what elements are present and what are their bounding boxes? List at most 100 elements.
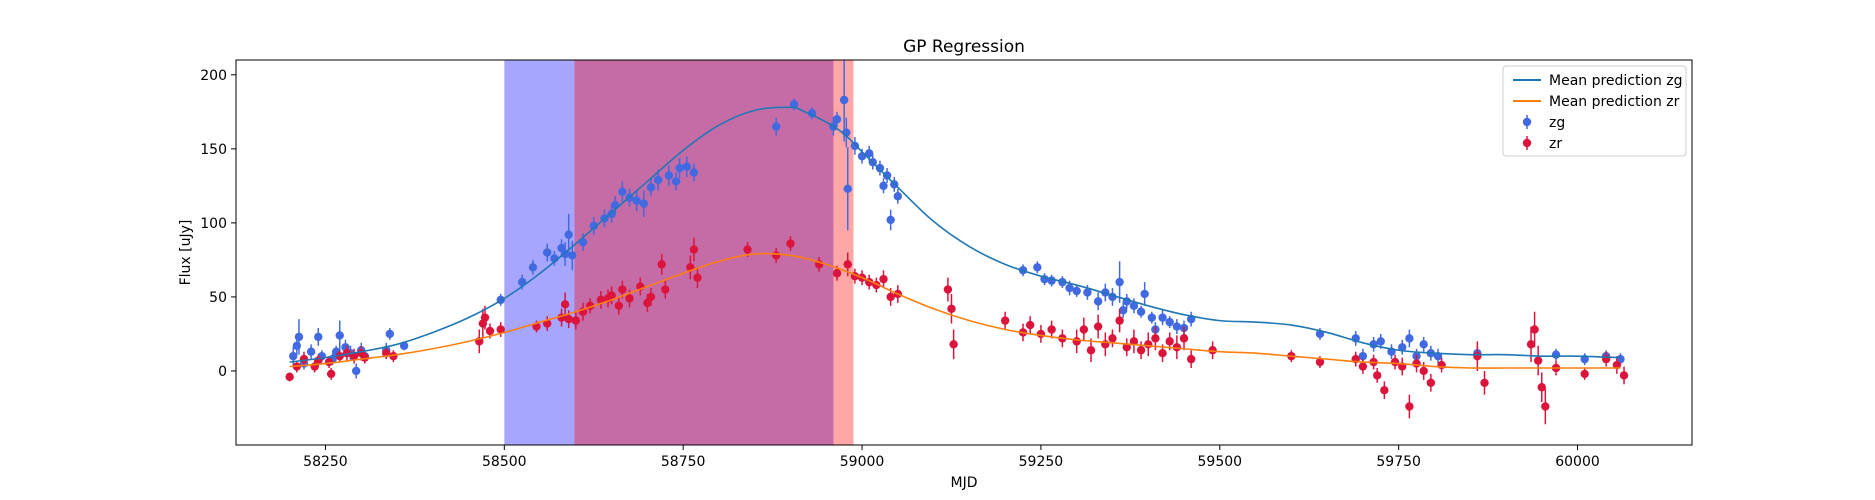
data-point-zg bbox=[1093, 297, 1103, 306]
data-point-zr bbox=[1473, 351, 1482, 361]
data-point-zg bbox=[893, 192, 903, 201]
data-point-zg bbox=[528, 263, 538, 272]
data-point-zg bbox=[1136, 307, 1146, 316]
data-point-zg bbox=[335, 331, 344, 340]
data-point-zr bbox=[1079, 325, 1089, 334]
y-tick-label: 0 bbox=[218, 364, 227, 380]
data-point-zg bbox=[1165, 317, 1174, 327]
x-tick-label: 59750 bbox=[1376, 454, 1421, 470]
data-point-zg bbox=[1129, 301, 1139, 311]
data-point-zg bbox=[1376, 337, 1385, 346]
data-point-zr bbox=[496, 325, 505, 334]
data-point-zr bbox=[596, 295, 606, 305]
data-point-zg bbox=[832, 115, 842, 124]
data-point-zg bbox=[875, 163, 885, 173]
legend-label: Mean prediction zg bbox=[1549, 73, 1683, 89]
data-point-zg bbox=[564, 230, 573, 239]
data-point-zg bbox=[843, 184, 852, 194]
data-point-zg bbox=[639, 199, 649, 208]
data-point-zg bbox=[632, 196, 641, 205]
data-point-zg bbox=[671, 177, 681, 186]
data-point-zr bbox=[1612, 360, 1622, 370]
data-point-zg bbox=[879, 181, 888, 191]
data-point-zr bbox=[1129, 337, 1139, 346]
data-point-zr bbox=[1144, 340, 1153, 349]
data-point-zr bbox=[1380, 386, 1389, 395]
series-zg bbox=[289, 60, 1625, 379]
data-point-zr bbox=[1480, 378, 1489, 388]
chart-title: GP Regression bbox=[903, 37, 1025, 57]
data-point-zr bbox=[947, 304, 956, 313]
data-point-zg bbox=[1172, 322, 1182, 331]
data-point-zg bbox=[568, 251, 577, 260]
data-point-zg bbox=[543, 248, 552, 257]
y-axis-label: Flux [uJy] bbox=[178, 220, 194, 286]
data-point-zr bbox=[1136, 346, 1146, 355]
data-point-zr bbox=[843, 260, 852, 269]
line-Mean prediction zg bbox=[289, 106, 1621, 363]
data-point-zg bbox=[352, 366, 361, 376]
data-point-zg bbox=[664, 171, 674, 180]
x-tick-label: 58500 bbox=[482, 454, 527, 470]
x-tick-label: 58250 bbox=[303, 454, 348, 470]
legend-marker bbox=[1522, 138, 1532, 148]
x-tick-label: 58750 bbox=[661, 454, 706, 470]
data-point-zg bbox=[294, 332, 304, 342]
data-point-zr bbox=[1526, 340, 1536, 349]
data-point-zg bbox=[789, 100, 799, 109]
x-tick-label: 59500 bbox=[1198, 454, 1243, 470]
data-point-zg bbox=[1147, 313, 1157, 322]
data-point-zr bbox=[389, 351, 398, 361]
data-point-zg bbox=[618, 187, 627, 196]
data-point-zr bbox=[480, 313, 490, 322]
data-point-zr bbox=[1158, 348, 1167, 358]
plot-frame bbox=[235, 59, 1693, 446]
data-point-zr bbox=[1072, 337, 1081, 346]
y-tick-label: 150 bbox=[200, 142, 227, 158]
data-point-zg bbox=[886, 215, 895, 225]
data-point-zr bbox=[771, 251, 781, 260]
data-point-zr bbox=[618, 285, 627, 294]
data-point-zr bbox=[1530, 325, 1539, 334]
data-point-zr bbox=[607, 291, 616, 300]
plot-area bbox=[285, 60, 1629, 445]
data-point-zr bbox=[743, 245, 752, 254]
data-point-zr bbox=[1086, 346, 1096, 355]
data-point-zg bbox=[1033, 263, 1042, 272]
data-point-zr bbox=[1165, 337, 1174, 346]
x-axis-label: MJD bbox=[951, 475, 978, 491]
y-tick-label: 100 bbox=[200, 216, 227, 232]
data-point-zg bbox=[292, 341, 302, 350]
data-point-zg bbox=[385, 329, 395, 339]
data-point-zg bbox=[289, 351, 298, 361]
data-point-zr bbox=[1580, 369, 1589, 379]
legend-label: zr bbox=[1549, 136, 1562, 152]
data-point-zr bbox=[786, 239, 795, 248]
data-point-zg bbox=[839, 95, 849, 105]
data-point-zg bbox=[306, 347, 316, 356]
data-point-zr bbox=[1172, 343, 1182, 352]
x-axis: 58250 58500 58750 59000 59250 59500 59750 60000 bbox=[303, 445, 1600, 470]
data-point-zr bbox=[832, 269, 842, 278]
data-point-zr bbox=[1151, 334, 1160, 343]
data-point-zg bbox=[1118, 306, 1128, 315]
data-point-zr bbox=[1541, 402, 1550, 411]
data-point-zr bbox=[646, 292, 656, 302]
data-point-zg bbox=[675, 163, 684, 173]
data-point-zg bbox=[771, 122, 781, 131]
data-point-zr bbox=[326, 369, 336, 379]
data-point-zg bbox=[1083, 288, 1092, 297]
data-point-zg bbox=[1140, 289, 1149, 299]
data-point-zr bbox=[1122, 343, 1131, 352]
data-point-zg bbox=[1358, 351, 1368, 361]
data-point-zr bbox=[1419, 366, 1428, 376]
data-point-zr bbox=[299, 354, 309, 364]
data-point-zr bbox=[614, 301, 623, 311]
data-point-zr bbox=[1426, 378, 1436, 388]
y-tick-label: 200 bbox=[200, 68, 227, 84]
data-point-zr bbox=[949, 340, 958, 349]
data-point-zg bbox=[611, 200, 620, 210]
legend-label: Mean prediction zr bbox=[1549, 94, 1680, 110]
y-axis: 0 50 100 150 200 bbox=[200, 68, 236, 380]
